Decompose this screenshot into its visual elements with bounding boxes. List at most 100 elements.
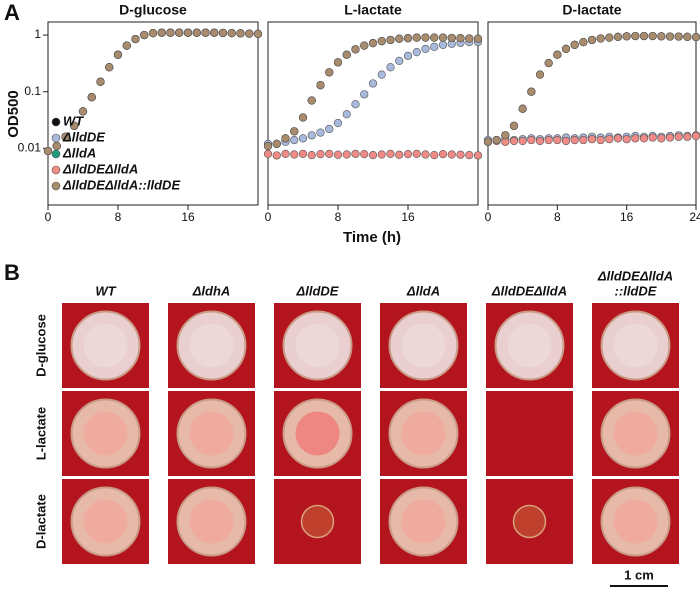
data-point	[421, 44, 430, 53]
data-point	[210, 28, 219, 37]
data-point	[438, 40, 448, 50]
data-point	[674, 32, 683, 41]
data-point	[351, 149, 360, 158]
data-point	[290, 127, 299, 136]
chart-title: D-lactate	[562, 2, 621, 18]
legend-label: ΔlldA	[62, 145, 96, 160]
data-point	[518, 136, 527, 146]
data-point	[377, 37, 386, 46]
data-point	[316, 150, 325, 159]
data-point	[263, 149, 273, 158]
data-point	[52, 141, 61, 151]
plate-photo	[274, 303, 361, 388]
data-point	[570, 40, 579, 50]
data-point	[131, 34, 140, 44]
data-point	[553, 135, 562, 145]
data-point	[683, 32, 692, 41]
data-point	[596, 34, 605, 43]
data-point	[333, 150, 343, 159]
data-point	[140, 30, 149, 40]
data-point	[157, 28, 166, 37]
data-point	[316, 81, 325, 90]
data-point	[570, 135, 579, 145]
plate-photo	[168, 391, 255, 476]
data-point	[360, 150, 369, 159]
data-point	[412, 33, 421, 42]
data-point	[96, 77, 105, 86]
plot-frame	[267, 21, 479, 206]
plot-frame	[487, 21, 697, 206]
data-point	[183, 28, 193, 37]
data-point	[473, 151, 483, 160]
data-point	[456, 150, 465, 159]
column-header: ΔlldDEΔlldA	[597, 268, 673, 283]
plate-photo	[62, 303, 149, 388]
data-point	[665, 32, 675, 41]
data-point	[473, 34, 483, 43]
data-point	[122, 41, 131, 50]
data-point	[657, 32, 666, 41]
data-point	[518, 104, 527, 113]
data-point	[166, 28, 175, 37]
plate-photo	[62, 391, 149, 476]
x-tick-label: 0	[485, 210, 492, 224]
x-tick-label: 16	[620, 210, 634, 224]
data-point	[253, 29, 263, 38]
data-point	[298, 149, 308, 158]
data-point	[622, 135, 631, 144]
x-tick-label: 16	[401, 210, 415, 224]
data-point	[465, 34, 474, 43]
data-point	[272, 151, 281, 160]
data-point	[683, 132, 692, 141]
plate-photo	[168, 303, 255, 388]
data-point	[587, 35, 597, 45]
colony-center	[613, 499, 658, 544]
data-point	[395, 56, 404, 65]
data-point	[281, 149, 290, 158]
data-point	[290, 135, 299, 145]
legend-marker	[51, 181, 61, 191]
data-point	[412, 48, 421, 57]
data-point	[342, 110, 351, 119]
plate-background	[486, 391, 573, 476]
data-point	[192, 28, 201, 37]
data-point	[333, 58, 343, 67]
data-point	[386, 35, 395, 45]
data-point	[325, 149, 334, 158]
data-point	[113, 50, 123, 59]
plate-photo	[486, 479, 573, 564]
data-point	[43, 146, 53, 156]
plate-photo	[168, 479, 255, 564]
data-point	[613, 134, 623, 143]
x-tick-label: 8	[335, 210, 342, 224]
plate-photo	[380, 479, 467, 564]
data-point	[245, 29, 254, 38]
data-point	[605, 33, 614, 42]
data-point	[298, 113, 308, 122]
panel-label: B	[4, 260, 20, 285]
data-point	[691, 33, 700, 42]
colony-center	[83, 499, 128, 544]
legend-label: ΔlldDEΔlldA::lldDE	[62, 177, 180, 192]
data-point	[377, 70, 386, 79]
data-point	[342, 150, 351, 159]
data-point	[325, 68, 334, 77]
row-label: D-lactate	[33, 494, 48, 549]
data-point	[281, 134, 290, 143]
data-point	[421, 150, 430, 159]
legend-marker	[51, 117, 61, 127]
colony-faint	[300, 504, 335, 539]
data-point	[483, 137, 493, 146]
x-tick-label: 8	[115, 210, 122, 224]
data-point	[218, 28, 228, 38]
data-point	[587, 135, 597, 144]
chart-title: L-lactate	[344, 2, 402, 18]
x-tick-label: 0	[45, 210, 52, 224]
data-point	[263, 141, 273, 151]
data-point	[648, 31, 657, 41]
plate-photo	[62, 479, 149, 564]
data-point	[201, 28, 210, 37]
plate-photo	[592, 479, 679, 564]
data-point	[674, 132, 683, 141]
data-point	[307, 96, 316, 105]
